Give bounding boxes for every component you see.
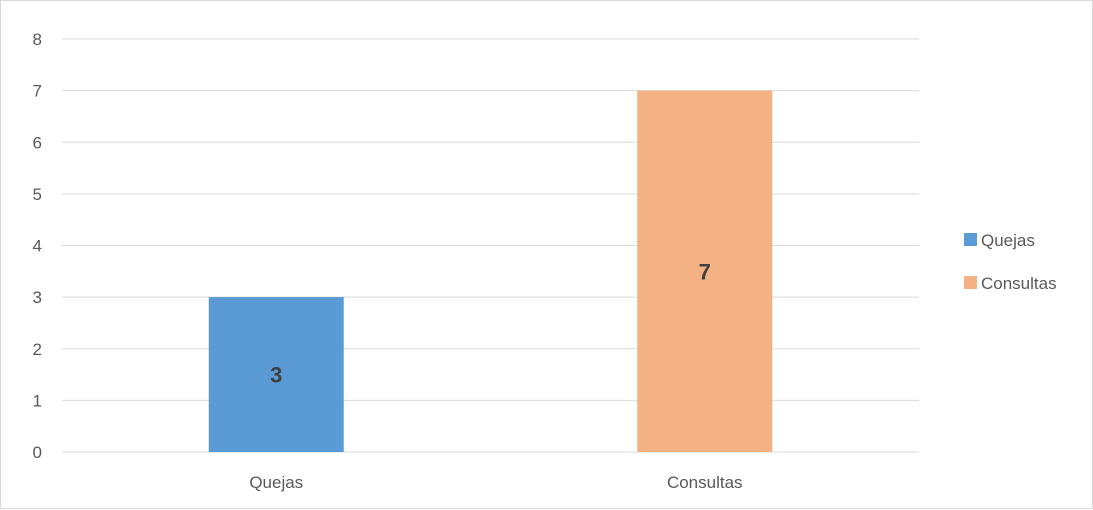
y-tick-label: 4	[33, 237, 42, 256]
bar-consultas	[637, 90, 773, 452]
y-axis-ticks: 0 1 2 3 4 5 6 7 8	[33, 30, 42, 462]
y-tick-label: 7	[33, 82, 42, 101]
y-tick-label: 2	[33, 340, 42, 359]
bars: 37	[208, 90, 773, 452]
y-tick-label: 8	[33, 30, 42, 49]
y-tick-label: 6	[33, 133, 42, 152]
x-category-label: Consultas	[667, 473, 743, 492]
x-category-label: Quejas	[249, 473, 303, 492]
data-label: 7	[699, 259, 711, 284]
y-tick-label: 1	[33, 391, 42, 410]
legend-label: Consultas	[981, 274, 1057, 293]
legend: Quejas Consultas	[964, 231, 1057, 293]
y-tick-label: 0	[33, 443, 42, 462]
y-tick-label: 3	[33, 288, 42, 307]
legend-swatch	[964, 233, 977, 246]
legend-swatch	[964, 276, 977, 289]
x-axis-categories: Quejas Consultas	[249, 473, 742, 492]
data-label: 3	[270, 363, 282, 388]
bar-quejas	[208, 297, 344, 452]
y-tick-label: 5	[33, 185, 42, 204]
legend-label: Quejas	[981, 231, 1035, 250]
gridlines	[62, 38, 919, 453]
